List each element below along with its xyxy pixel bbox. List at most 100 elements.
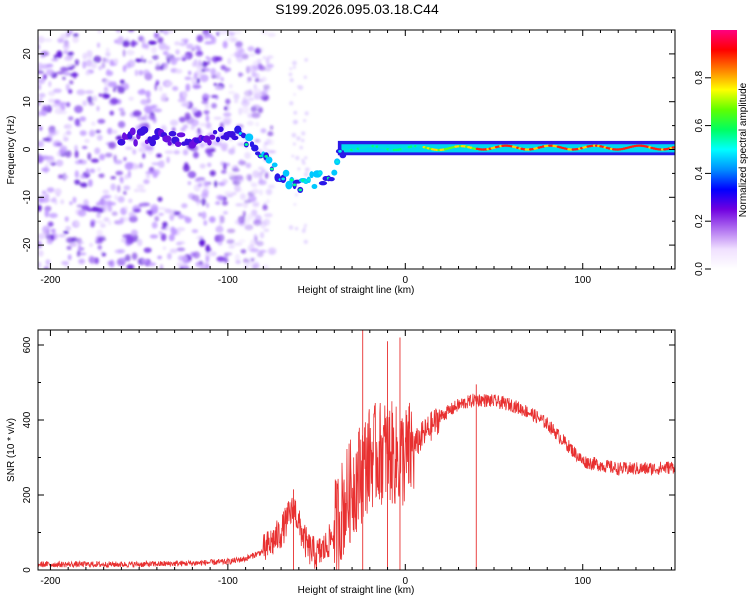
spectrogram-marks	[38, 30, 675, 269]
spectrogram-noise-blob	[220, 77, 224, 82]
spectrogram-noise-blob	[242, 210, 246, 219]
spectrogram-noise-blob	[192, 81, 201, 90]
spectrogram-noise-blob	[234, 165, 239, 172]
snr-ylabel: SNR (10 * v/v)	[6, 418, 17, 482]
spectrogram-noise-blob	[182, 259, 190, 264]
spectrogram-noise-blob	[191, 61, 196, 67]
spectrogram-ridge-core	[298, 188, 303, 192]
spectrogram-noise-blob	[265, 138, 271, 146]
spectrogram-noise-blob	[123, 157, 127, 162]
colorbar-tick-label: 0.4	[694, 166, 705, 180]
spectrogram-noise-blob	[265, 57, 270, 65]
spectrogram-noise-blob	[145, 171, 153, 175]
spectrogram-noise-blob	[72, 196, 77, 204]
spectrogram-noise-blob	[38, 240, 43, 249]
spectrogram-noise-blob	[38, 43, 41, 51]
spectrogram-noise-blob	[38, 92, 46, 98]
spectrogram-noise-blob	[176, 262, 184, 268]
spectrogram-noise-blob	[153, 108, 163, 113]
spectrogram-noise-blob	[203, 110, 210, 115]
spectrogram-noise-blob	[78, 244, 82, 253]
spectrogram-noise-blob	[126, 264, 135, 269]
spectrogram-noise-blob	[107, 205, 113, 212]
spectrogram-noise-blob	[97, 118, 106, 124]
spectrogram-noise-blob	[124, 174, 128, 180]
spectrogram-noise-blob	[182, 149, 189, 156]
spectrogram-noise-blob	[233, 99, 239, 104]
spectrogram-scatter-point	[304, 223, 307, 227]
spectrogram-noise-blob	[244, 224, 254, 231]
spectrogram-noise-blob	[215, 56, 223, 62]
spectrogram-noise-blob	[47, 91, 56, 97]
spectrogram-noise-blob	[115, 170, 124, 176]
spectrogram-noise-blob	[97, 236, 107, 242]
spectrogram-noise-blob	[232, 180, 241, 186]
snr-ytick-label: 0	[22, 567, 33, 573]
spectrogram-noise-blob	[56, 151, 61, 157]
snr-series-line	[38, 393, 675, 570]
spectrogram-noise-blob	[218, 30, 228, 36]
colorbar-gradient	[711, 30, 737, 269]
spectrogram-noise-blob	[255, 121, 260, 127]
spectrogram-ytick-label: 0	[22, 146, 33, 152]
colorbar-tick-label: 0.8	[694, 70, 705, 84]
spectrogram-noise-blob	[251, 71, 257, 78]
spectrogram-ridge-core	[335, 160, 339, 164]
spectrogram-noise-blob	[134, 69, 139, 77]
spectrogram-noise-blob	[160, 94, 167, 102]
spectrogram-noise-blob	[43, 38, 53, 42]
spectrogram-noise-blob	[62, 42, 70, 51]
spectrogram-noise-blob	[122, 49, 126, 57]
spectrogram-ridge-blob	[167, 141, 172, 146]
spectrogram-noise-blob	[160, 160, 165, 168]
spectrogram-xtick-label: 100	[574, 275, 591, 286]
spectrogram-noise-blob	[160, 233, 167, 242]
spectrogram-noise-blob	[206, 61, 211, 65]
spectrogram-xtick-label: -100	[218, 275, 238, 286]
spectrogram-noise-blob	[220, 169, 227, 174]
spectrogram-noise-blob	[175, 68, 183, 74]
spectrogram-ridge-blob	[318, 180, 328, 186]
spectrogram-noise-blob	[156, 153, 162, 158]
spectrogram-noise-blob	[151, 221, 158, 229]
spectrogram-noise-blob	[74, 221, 80, 227]
spectrogram-noise-blob	[96, 229, 103, 236]
spectrogram-noise-blob	[95, 129, 101, 134]
spectrogram-noise-blob	[261, 169, 266, 173]
spectrogram-noise-blob	[69, 201, 73, 206]
spectrogram-noise-blob	[191, 229, 199, 234]
spectrogram-noise-blob	[87, 152, 92, 161]
spectrogram-noise-blob	[197, 127, 201, 134]
spectrogram-scatter-point	[293, 65, 296, 69]
spectrogram-noise-blob	[116, 37, 123, 45]
spectrogram-noise-blob	[130, 40, 136, 48]
spectrogram-noise-blob	[264, 67, 272, 72]
spectrogram-noise-blob	[46, 187, 55, 193]
spectrogram-noise-blob	[147, 60, 153, 64]
spectrogram-noise-blob	[180, 103, 189, 107]
spectrogram-noise-blob	[210, 251, 217, 257]
spectrogram-noise-blob	[152, 54, 159, 61]
spectrogram-noise-blob	[123, 185, 131, 191]
spectrogram-noise-blob	[260, 128, 267, 134]
spectrogram-noise-blob	[182, 164, 190, 172]
spectrogram-noise-blob	[184, 76, 192, 81]
spectrogram-noise-blob	[105, 152, 113, 158]
spectrogram-noise-blob	[134, 58, 143, 63]
spectrogram-noise-blob	[255, 240, 264, 247]
spectrogram-noise-blob	[117, 121, 126, 129]
spectrogram-noise-blob	[88, 129, 96, 137]
spectrogram-ridge-blob	[215, 136, 221, 143]
spectrogram-noise-blob	[203, 220, 208, 226]
spectrogram-noise-blob	[132, 149, 136, 155]
snr-xlabel: Height of straight line (km)	[298, 585, 415, 596]
spectrogram-xlabel: Height of straight line (km)	[298, 285, 415, 296]
spectrogram-noise-blob	[109, 110, 115, 116]
spectrogram-noise-blob	[256, 251, 264, 258]
spectrogram-noise-blob	[224, 36, 233, 41]
spectrogram-noise-blob	[219, 215, 225, 224]
spectrogram-noise-blob	[64, 150, 72, 158]
spectrogram-noise-blob	[164, 208, 172, 214]
spectrogram-noise-blob	[111, 129, 118, 135]
